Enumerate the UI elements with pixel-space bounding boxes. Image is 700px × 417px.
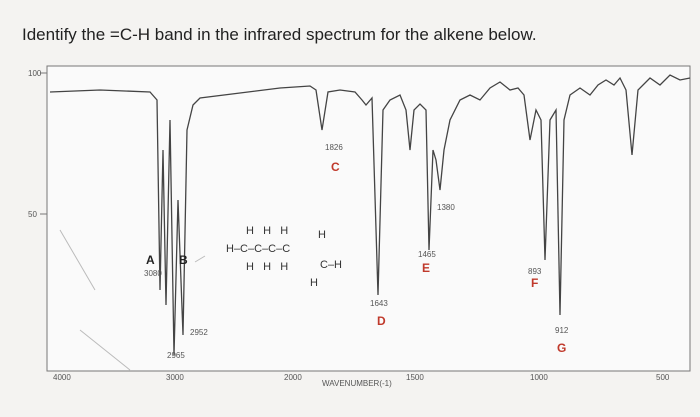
peak-wavenumber: 893: [528, 267, 542, 276]
peak-letter: E: [422, 261, 430, 275]
x-axis-title: WAVENUMBER(-1): [322, 379, 392, 388]
molecule-row: C–H: [320, 259, 342, 271]
peak-wavenumber: 1826: [325, 143, 343, 152]
peak-letter: B: [179, 253, 188, 267]
x-axis-label: 2000: [284, 373, 302, 382]
spectrum-trace: [49, 74, 691, 356]
molecule-row: H: [318, 229, 326, 241]
x-axis-label: 500: [656, 373, 670, 382]
peak-wavenumber: 2952: [190, 328, 208, 337]
peak-wavenumber: 912: [555, 326, 569, 335]
y-axis-label: 50: [28, 210, 37, 219]
molecule-row: H: [310, 277, 318, 289]
x-axis-label: 3000: [166, 373, 184, 382]
spectrum-frame: [46, 65, 691, 372]
peak-letter: D: [377, 314, 386, 328]
y-axis-label: 100: [28, 69, 42, 78]
peak-wavenumber: 2965: [167, 351, 185, 360]
molecule-row: H–C–C–C–C: [226, 243, 290, 255]
molecule-row: H H H: [246, 225, 288, 237]
molecule-row: H H H: [246, 261, 288, 273]
peak-wavenumber: 1643: [370, 299, 388, 308]
x-axis-label: 4000: [53, 373, 71, 382]
peak-letter: G: [557, 341, 566, 355]
peak-wavenumber: 1465: [418, 250, 436, 259]
question: Identify the =C-H band in the infrared s…: [22, 25, 537, 44]
peak-wavenumber: 3080: [144, 269, 162, 278]
background-marks: [59, 229, 206, 371]
peak-letter: A: [146, 253, 155, 267]
x-axis-label: 1000: [530, 373, 548, 382]
peak-letter: C: [331, 160, 340, 174]
peak-letter: F: [531, 276, 538, 290]
peak-wavenumber: 1380: [437, 203, 455, 212]
x-axis-label: 1500: [406, 373, 424, 382]
